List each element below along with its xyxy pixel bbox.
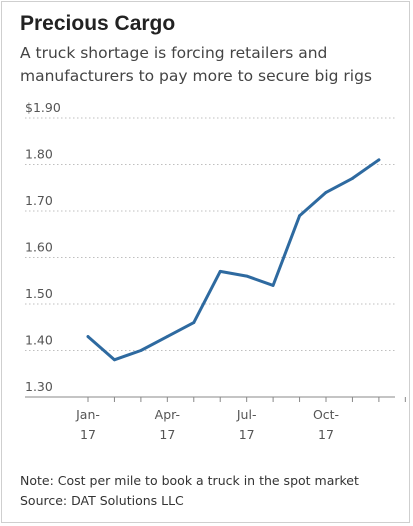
y-tick-label: 1.50 — [25, 286, 53, 301]
chart-title: Precious Cargo — [20, 12, 176, 35]
x-tick-label-year: 17 — [159, 427, 175, 442]
y-tick-label: $1.90 — [25, 100, 61, 115]
chart-note: Note: Cost per mile to book a truck in t… — [20, 473, 359, 488]
y-tick-label: 1.70 — [25, 193, 53, 208]
x-tick-label-year: 17 — [239, 427, 255, 442]
y-tick-label: 1.30 — [25, 379, 53, 394]
chart-source: Source: DAT Solutions LLC — [20, 493, 184, 508]
y-tick-label: 1.80 — [25, 147, 53, 162]
data-point — [165, 335, 169, 338]
data-point — [192, 321, 196, 324]
data-point — [298, 214, 301, 218]
data-point — [113, 358, 116, 362]
x-tick-label-year: 17 — [318, 427, 334, 442]
series-line — [86, 158, 381, 362]
data-point — [86, 335, 90, 338]
x-tick-label-year: 17 — [80, 427, 96, 442]
data-point — [351, 177, 354, 180]
data-point — [271, 284, 275, 287]
data-point — [245, 274, 249, 278]
y-tick-label: 1.40 — [25, 333, 53, 348]
x-tick-label: Apr- — [155, 407, 180, 422]
data-point — [377, 158, 381, 162]
x-tick-label: Oct- — [313, 407, 339, 422]
chart-subtitle: A truck shortage is forcing retailers an… — [20, 44, 373, 85]
x-tick-label: Jul- — [236, 407, 257, 422]
data-point — [139, 349, 143, 352]
data-point — [324, 191, 328, 194]
x-tick-label: Jan- — [75, 407, 100, 422]
y-tick-label: 1.60 — [25, 240, 53, 255]
data-point — [218, 270, 222, 273]
